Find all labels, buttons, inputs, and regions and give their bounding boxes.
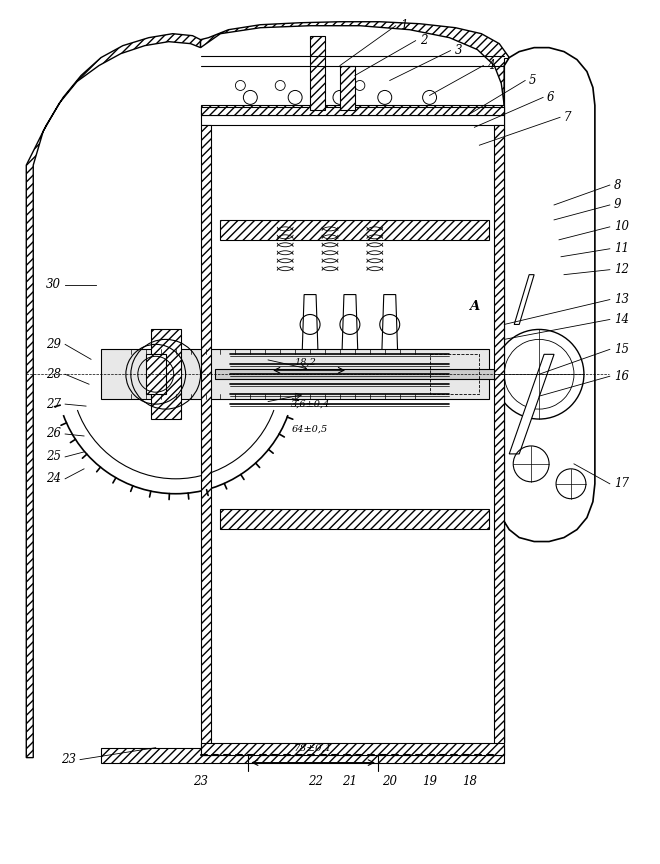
Polygon shape [150, 329, 181, 419]
Polygon shape [201, 105, 504, 115]
Text: 25: 25 [46, 450, 61, 463]
Text: 29: 29 [46, 338, 61, 351]
Text: 7: 7 [564, 111, 572, 124]
Text: 3: 3 [455, 44, 462, 57]
Text: 23: 23 [193, 774, 208, 788]
Text: 22: 22 [308, 774, 323, 788]
Text: 10: 10 [614, 220, 629, 233]
Polygon shape [201, 107, 504, 115]
Text: 12: 12 [614, 264, 629, 276]
Text: 27: 27 [46, 397, 61, 410]
Polygon shape [220, 509, 489, 529]
Polygon shape [510, 354, 554, 454]
Polygon shape [340, 66, 355, 111]
Text: 6: 6 [547, 91, 554, 104]
Polygon shape [201, 125, 211, 754]
Polygon shape [101, 747, 504, 763]
Text: 26: 26 [46, 428, 61, 441]
Text: 30: 30 [46, 278, 61, 291]
Text: 8: 8 [614, 179, 621, 192]
Text: 15: 15 [614, 343, 629, 356]
Polygon shape [342, 295, 358, 354]
Text: 3,6±0,4: 3,6±0,4 [290, 400, 330, 409]
Text: 23: 23 [61, 753, 76, 766]
Text: 13: 13 [614, 293, 629, 306]
Text: 1: 1 [400, 19, 407, 32]
Polygon shape [381, 295, 398, 354]
Text: 21: 21 [343, 774, 358, 788]
Polygon shape [494, 125, 504, 754]
Polygon shape [201, 115, 504, 125]
Polygon shape [101, 349, 489, 399]
Text: 64±0,5: 64±0,5 [292, 424, 328, 434]
Text: 4: 4 [487, 59, 495, 72]
Polygon shape [201, 22, 510, 105]
Polygon shape [514, 275, 534, 325]
Polygon shape [146, 354, 166, 394]
Text: 18,2: 18,2 [294, 358, 316, 366]
Polygon shape [302, 295, 318, 354]
Polygon shape [504, 58, 510, 105]
Text: 28: 28 [46, 368, 61, 381]
Text: 16: 16 [614, 370, 629, 383]
Text: 78±0,1: 78±0,1 [294, 744, 333, 753]
Polygon shape [26, 34, 201, 758]
Polygon shape [310, 35, 325, 111]
Text: 14: 14 [614, 313, 629, 326]
Text: 9: 9 [614, 199, 621, 212]
Polygon shape [201, 743, 504, 754]
Polygon shape [215, 369, 494, 379]
Text: 24: 24 [46, 473, 61, 486]
Polygon shape [220, 220, 489, 240]
Text: 19: 19 [422, 774, 437, 788]
Text: 17: 17 [614, 477, 629, 490]
Text: 2: 2 [420, 35, 427, 48]
Text: 18: 18 [462, 774, 477, 788]
Text: 20: 20 [382, 774, 397, 788]
Text: 11: 11 [614, 242, 629, 255]
Text: 5: 5 [529, 74, 537, 87]
Text: A: A [469, 300, 480, 313]
Polygon shape [504, 48, 595, 743]
